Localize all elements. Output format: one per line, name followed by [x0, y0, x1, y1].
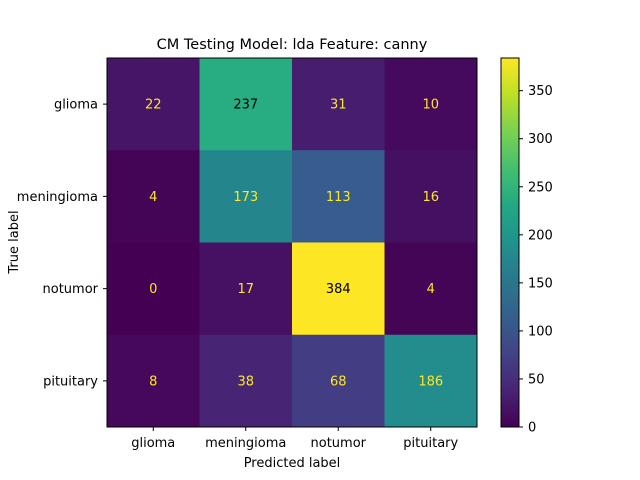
colorbar-ticks: 0 50 100 150 200 250 300 350	[519, 84, 553, 436]
heatmap-cell-value: 0	[149, 282, 157, 297]
y-tick-label: meningioma	[17, 190, 98, 205]
y-axis-ticks: glioma meningioma notumor pituitary	[17, 98, 107, 389]
heatmap-cell-value: 68	[330, 374, 347, 389]
heatmap-cell	[384, 58, 478, 151]
colorbar	[500, 57, 520, 428]
x-axis-ticks: glioma meningioma notumor pituitary	[131, 427, 459, 451]
heatmap-cell	[199, 150, 293, 243]
heatmap-cell-labels: 22 237 31 10 4 173 113 16 0 17 384 4 8 38 68 186	[145, 98, 443, 390]
heatmap-cell	[199, 242, 293, 336]
heatmap-cell	[384, 334, 478, 428]
y-tick-label: notumor	[43, 282, 99, 297]
y-tick-label: glioma	[54, 98, 98, 113]
colorbar-tick-label: 250	[528, 180, 553, 195]
heatmap-cell	[107, 242, 200, 336]
plot-frame	[106, 57, 478, 428]
heatmap-cell-value: 8	[149, 374, 157, 389]
y-tick-label: pituitary	[43, 374, 98, 389]
heatmap-cell-value: 22	[145, 98, 162, 113]
heatmap-cell-value: 10	[422, 98, 439, 113]
x-tick-label: pituitary	[403, 436, 458, 451]
heatmap-cell-value: 16	[422, 190, 439, 205]
colorbar-tick-label: 300	[528, 132, 553, 147]
heatmap-cell-value: 237	[233, 98, 258, 113]
x-tick-label: meningioma	[205, 436, 286, 451]
x-axis-label: Predicted label	[244, 456, 341, 471]
heatmap-cell-value: 173	[233, 190, 258, 205]
heatmap-cell	[199, 58, 293, 151]
heatmap-cell-value: 38	[237, 374, 254, 389]
heatmap-cell-value: 4	[149, 190, 157, 205]
heatmap-cell	[199, 334, 293, 428]
heatmap-cell-value: 384	[326, 282, 351, 297]
heatmap-cell	[292, 58, 385, 151]
heatmap-cell	[292, 334, 385, 428]
heatmap-cell	[384, 150, 478, 243]
heatmap-cell	[292, 242, 385, 336]
x-tick-label: glioma	[131, 436, 175, 451]
y-axis-label: True label	[7, 210, 22, 274]
colorbar-tick-label: 150	[528, 276, 553, 291]
colorbar-tick-label: 50	[528, 372, 545, 387]
colorbar-tick-label: 200	[528, 228, 553, 243]
heatmap-cell-value: 186	[418, 374, 443, 389]
heatmap-cell	[292, 150, 385, 243]
colorbar-tick-label: 0	[528, 421, 536, 436]
chart-title: CM Testing Model: lda Feature: canny	[157, 37, 428, 53]
heatmap-cell	[107, 334, 200, 428]
colorbar-tick-label: 100	[528, 324, 553, 339]
colorbar-tick-label: 350	[528, 84, 553, 99]
heatmap-cell	[107, 58, 200, 151]
heatmap-cell-value: 31	[330, 98, 347, 113]
heatmap-cell	[107, 150, 200, 243]
heatmap-cell-value: 113	[326, 190, 351, 205]
heatmap-cell-value: 4	[427, 282, 435, 297]
heatmap-cell-value: 17	[237, 282, 254, 297]
x-tick-label: notumor	[311, 436, 367, 451]
heatmap-cells	[107, 58, 478, 428]
heatmap-cell	[384, 242, 478, 336]
